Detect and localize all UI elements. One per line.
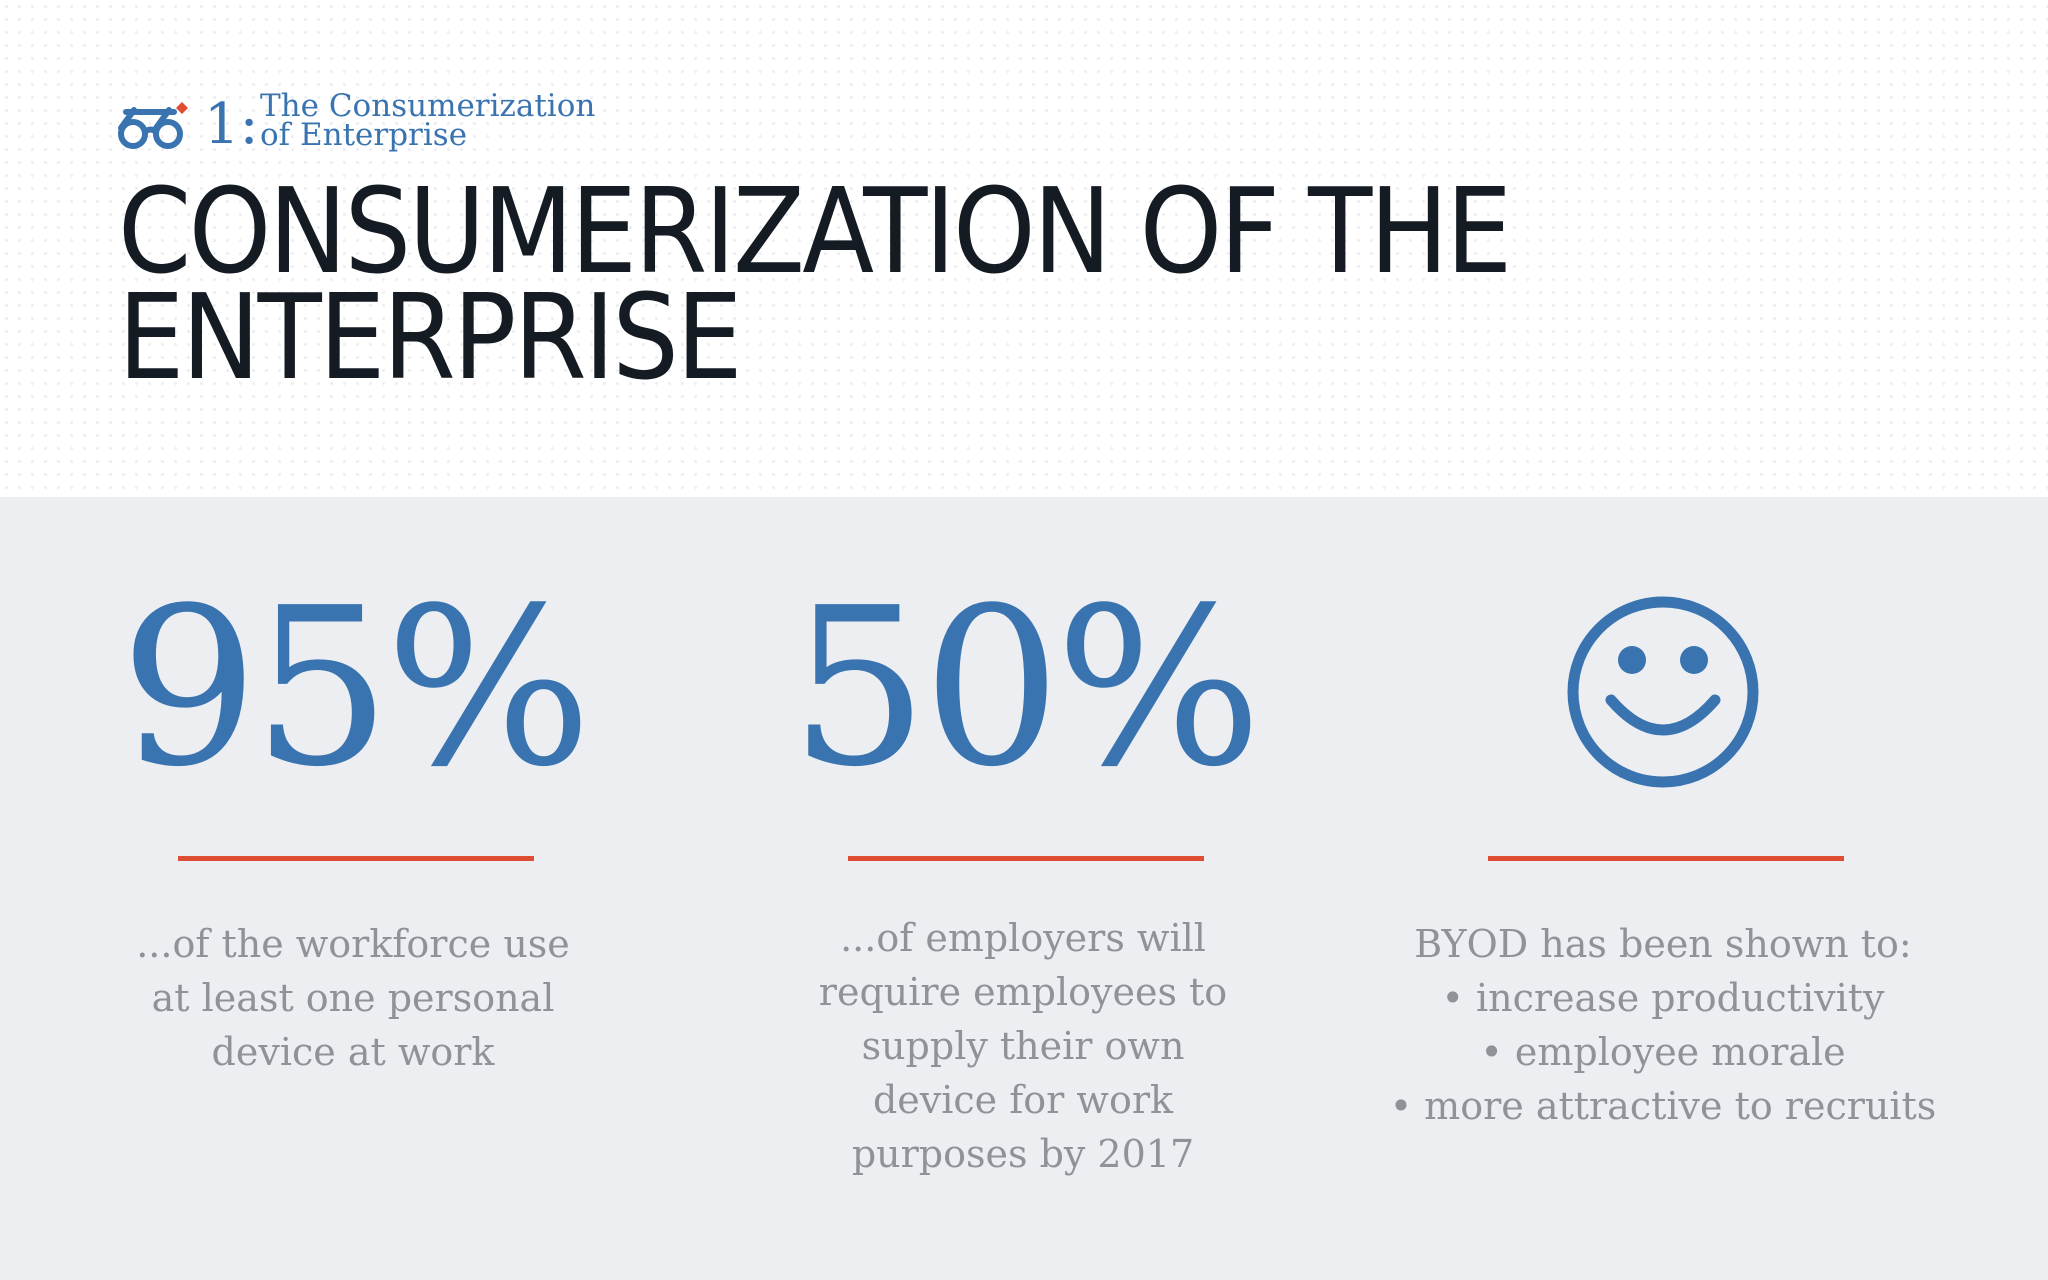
brand-subtitle: The Consumerization of Enterprise [260,88,596,153]
brand-number: 1: [204,92,259,157]
stat-description-line: supply their own [861,1024,1185,1068]
stat-description-line: device for work [872,1078,1174,1122]
stat-description-line: • more attractive to recruits [1389,1084,1937,1128]
stats-panel: 95% ...of the workforce use at least one… [0,497,2048,1280]
stat-description-line: • employee morale [1480,1030,1846,1074]
stat-value: 95% [119,562,593,815]
stat-description-line: device at work [211,1030,495,1074]
stat-description-line: BYOD has been shown to: [1414,922,1912,966]
stat-description-line: at least one personal [151,976,555,1020]
stat-description: ...of the workforce use at least one per… [33,917,673,1079]
stat-description-line: • increase productivity [1441,976,1885,1020]
stat-divider [1488,856,1844,861]
stat-description: BYOD has been shown to: • increase produ… [1343,917,1983,1133]
stat-description-line: ...of employers will [840,916,1206,960]
page-title: CONSUMERIZATION OF THE ENTERPRISE [118,162,1512,406]
stat-divider [178,856,534,861]
smiley-face-icon [1567,596,1759,788]
stat-description-line: purposes by 2017 [851,1132,1195,1176]
stat-divider [848,856,1204,861]
page-title-line-1: CONSUMERIZATION OF THE [118,162,1512,300]
glasses-icon [118,102,188,149]
brand-subtitle-line-1: The Consumerization [260,88,596,124]
stat-value: 50% [789,562,1263,815]
stat-description-line: ...of the workforce use [136,922,570,966]
brand-subtitle-line-2: of Enterprise [260,117,468,153]
stat-description-line: require employees to [818,970,1228,1014]
header: 1: The Consumerization of Enterprise CON… [0,0,2048,497]
stat-description: ...of employers will require employees t… [703,911,1343,1181]
page-title-line-2: ENTERPRISE [118,268,743,406]
